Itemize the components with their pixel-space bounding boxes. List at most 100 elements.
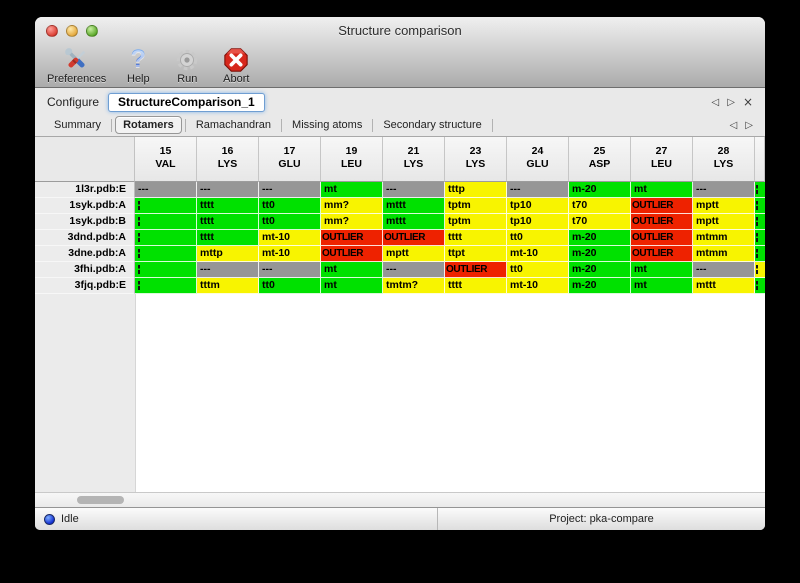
rotamer-cell[interactable]: tt0 bbox=[507, 262, 569, 278]
rotamer-cell[interactable]: mt-10 bbox=[507, 246, 569, 262]
rotamer-cell[interactable] bbox=[135, 246, 197, 262]
rotamer-cell[interactable]: tptm bbox=[445, 214, 507, 230]
rotamer-cell[interactable]: mttt bbox=[383, 214, 445, 230]
rotamer-cell[interactable] bbox=[135, 262, 197, 278]
rotamer-cell[interactable]: OUTLIER bbox=[321, 246, 383, 262]
rotamer-cell[interactable]: --- bbox=[693, 262, 755, 278]
rotamer-cell[interactable]: --- bbox=[197, 182, 259, 198]
rotamer-cell[interactable]: mt-10 bbox=[259, 230, 321, 246]
rotamer-cell[interactable]: OUTLIER bbox=[383, 230, 445, 246]
column-header[interactable]: 24 GLU bbox=[507, 137, 569, 182]
rotamer-cell[interactable]: mt-10 bbox=[259, 246, 321, 262]
horizontal-scrollbar[interactable] bbox=[35, 492, 765, 507]
rotamer-cell[interactable]: tp10 bbox=[507, 198, 569, 214]
rotamer-cell[interactable]: tt0 bbox=[259, 278, 321, 294]
column-header[interactable]: 21 LYS bbox=[383, 137, 445, 182]
configure-name-field[interactable]: StructureComparison_1 bbox=[108, 92, 265, 112]
rotamer-cell[interactable]: tptm bbox=[445, 198, 507, 214]
row-header[interactable]: 3dnd.pdb:A bbox=[35, 230, 135, 246]
row-header[interactable]: 1syk.pdb:B bbox=[35, 214, 135, 230]
minimize-window-button[interactable] bbox=[66, 25, 78, 37]
rotamer-cell[interactable]: tttm bbox=[197, 278, 259, 294]
rotamer-cell[interactable]: m-20 bbox=[569, 262, 631, 278]
row-header[interactable]: 1syk.pdb:A bbox=[35, 198, 135, 214]
rotamer-cell[interactable]: --- bbox=[383, 262, 445, 278]
rotamer-cell[interactable]: t70 bbox=[569, 198, 631, 214]
tab-rotamers[interactable]: Rotamers bbox=[115, 116, 182, 134]
column-header[interactable]: 17 GLU bbox=[259, 137, 321, 182]
rotamer-cell[interactable]: mm? bbox=[321, 198, 383, 214]
rotamer-cell[interactable]: mt bbox=[631, 278, 693, 294]
rotamer-cell[interactable]: mt bbox=[631, 262, 693, 278]
rotamer-cell[interactable]: --- bbox=[693, 182, 755, 198]
rotamer-cell[interactable]: mtmm bbox=[693, 230, 755, 246]
horizontal-scrollbar-thumb[interactable] bbox=[77, 496, 124, 504]
rotamer-cell[interactable]: OUTLIER bbox=[631, 230, 693, 246]
rotamer-cell[interactable]: --- bbox=[259, 262, 321, 278]
row-header[interactable]: 3fhi.pdb:A bbox=[35, 262, 135, 278]
rotamer-cell[interactable]: tt0 bbox=[507, 230, 569, 246]
rotamer-cell[interactable]: mt-10 bbox=[507, 278, 569, 294]
column-header[interactable]: 15 VAL bbox=[135, 137, 197, 182]
column-header[interactable]: 28 LYS bbox=[693, 137, 755, 182]
rotamer-cell[interactable]: --- bbox=[383, 182, 445, 198]
rotamer-cell[interactable]: OUTLIER bbox=[631, 198, 693, 214]
rotamer-cell[interactable]: --- bbox=[259, 182, 321, 198]
row-header[interactable]: 3dne.pdb:A bbox=[35, 246, 135, 262]
rotamer-cell[interactable]: t70 bbox=[569, 214, 631, 230]
prev-config-arrow[interactable]: ◁ bbox=[711, 96, 720, 108]
rotamer-cell[interactable]: tttt bbox=[197, 198, 259, 214]
preferences-button[interactable]: Preferences bbox=[47, 46, 106, 85]
next-config-arrow[interactable]: ▷ bbox=[727, 96, 735, 108]
rotamer-cell[interactable]: OUTLIER bbox=[445, 262, 507, 278]
rotamer-cell[interactable]: mptt bbox=[383, 246, 445, 262]
rotamer-cell[interactable]: mttt bbox=[693, 278, 755, 294]
help-button[interactable]: ? Help bbox=[121, 46, 155, 86]
rotamer-cell[interactable]: OUTLIER bbox=[321, 230, 383, 246]
close-window-button[interactable] bbox=[46, 25, 58, 37]
rotamer-cell[interactable]: OUTLIER bbox=[631, 246, 693, 262]
rotamer-cell[interactable]: m-20 bbox=[569, 278, 631, 294]
rotamer-cell[interactable]: mptt bbox=[693, 198, 755, 214]
tab-ramachandran[interactable]: Ramachandran bbox=[195, 119, 272, 131]
rotamer-cell[interactable]: mm? bbox=[321, 214, 383, 230]
rotamer-cell[interactable]: --- bbox=[197, 262, 259, 278]
rotamer-cell[interactable]: tttt bbox=[445, 230, 507, 246]
row-header[interactable]: 3fjq.pdb:E bbox=[35, 278, 135, 294]
rotamer-cell[interactable]: tttt bbox=[197, 230, 259, 246]
rotamer-cell[interactable] bbox=[135, 214, 197, 230]
rotamer-cell[interactable]: tttp bbox=[445, 182, 507, 198]
tab-missing-atoms[interactable]: Missing atoms bbox=[292, 119, 363, 131]
column-header[interactable]: 23 LYS bbox=[445, 137, 507, 182]
rotamer-cell[interactable] bbox=[135, 198, 197, 214]
rotamer-cell[interactable]: mttp bbox=[197, 246, 259, 262]
zoom-window-button[interactable] bbox=[86, 25, 98, 37]
rotamer-cell[interactable]: OUTLIER bbox=[631, 214, 693, 230]
rotamer-cell[interactable]: tt0 bbox=[259, 198, 321, 214]
abort-button[interactable]: Abort bbox=[219, 46, 253, 85]
tab-summary[interactable]: Summary bbox=[54, 119, 102, 131]
run-button[interactable]: Run bbox=[170, 46, 204, 85]
rotamer-cell[interactable]: mt bbox=[321, 262, 383, 278]
rotamer-cell[interactable]: tttt bbox=[445, 278, 507, 294]
rotamer-cell[interactable]: --- bbox=[135, 182, 197, 198]
rotamer-cell[interactable]: m-20 bbox=[569, 246, 631, 262]
row-header[interactable]: 1l3r.pdb:E bbox=[35, 182, 135, 198]
rotamer-cell[interactable]: mtmm bbox=[693, 246, 755, 262]
rotamer-cell[interactable]: m-20 bbox=[569, 182, 631, 198]
close-config-icon[interactable]: × bbox=[742, 95, 753, 109]
rotamer-cell[interactable] bbox=[135, 278, 197, 294]
rotamer-cell[interactable]: --- bbox=[507, 182, 569, 198]
rotamer-cell[interactable]: tp10 bbox=[507, 214, 569, 230]
rotamer-cell[interactable]: mt bbox=[321, 278, 383, 294]
column-header[interactable]: 19 LEU bbox=[321, 137, 383, 182]
column-header[interactable]: 27 LEU bbox=[631, 137, 693, 182]
rotamer-cell[interactable]: mptt bbox=[693, 214, 755, 230]
next-tab-arrow[interactable]: ▷ bbox=[745, 119, 753, 131]
tab-secondary-structure[interactable]: Secondary structure bbox=[383, 119, 482, 131]
column-header[interactable]: 16 LYS bbox=[197, 137, 259, 182]
rotamer-cell[interactable]: tmtm? bbox=[383, 278, 445, 294]
rotamer-cell[interactable]: mt bbox=[631, 182, 693, 198]
rotamer-cell[interactable]: ttpt bbox=[445, 246, 507, 262]
column-header[interactable]: 25 ASP bbox=[569, 137, 631, 182]
